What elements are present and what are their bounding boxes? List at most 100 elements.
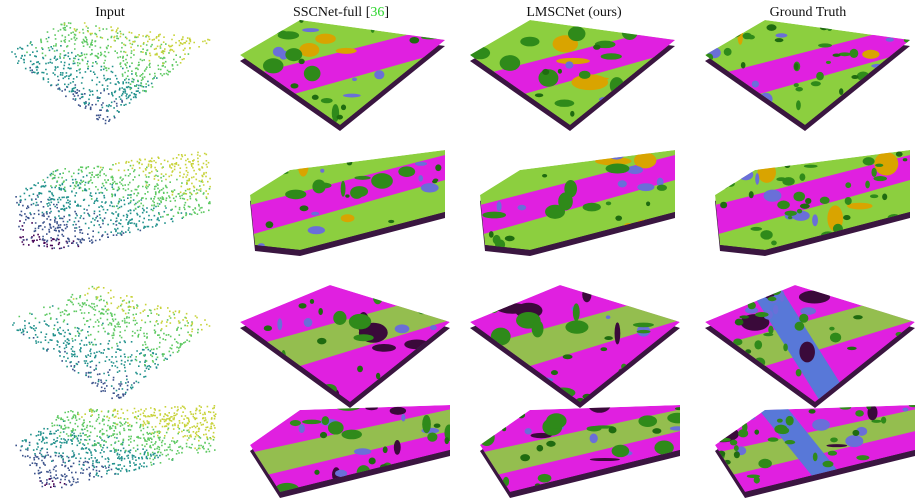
building <box>862 49 880 59</box>
vegetation <box>799 173 806 181</box>
sidewalk <box>582 287 592 303</box>
tree <box>659 113 668 120</box>
vegetation <box>892 67 902 72</box>
tree <box>542 174 548 178</box>
vegetation <box>303 65 321 82</box>
sidewalk <box>389 406 407 415</box>
point-cloud <box>18 285 199 366</box>
car <box>638 108 650 122</box>
building <box>874 152 899 176</box>
vegetation <box>782 177 795 186</box>
point-cloud <box>39 478 66 488</box>
tree <box>297 382 308 387</box>
car <box>739 416 756 421</box>
car <box>517 204 527 211</box>
tree <box>740 61 746 69</box>
tree <box>562 354 573 360</box>
panel-image <box>250 405 450 498</box>
vegetation <box>767 296 777 302</box>
car <box>481 411 496 418</box>
sidewalk <box>762 285 777 299</box>
vegetation <box>545 204 566 219</box>
column-header: Ground Truth <box>770 5 847 20</box>
vegetation <box>638 415 658 427</box>
car <box>885 37 894 42</box>
vegetation <box>705 79 717 90</box>
tree <box>309 299 315 304</box>
vegetation <box>733 445 739 452</box>
vegetation <box>444 424 450 442</box>
building <box>737 25 744 45</box>
vegetation <box>875 163 884 167</box>
tree <box>336 114 343 120</box>
car <box>779 290 785 302</box>
car <box>481 405 489 414</box>
sidewalk <box>740 314 770 331</box>
tree <box>668 221 675 226</box>
point-cloud <box>100 151 211 201</box>
vegetation <box>348 313 372 330</box>
vegetation <box>340 180 346 197</box>
vegetation <box>353 334 374 342</box>
tree <box>674 407 680 411</box>
point-cloud <box>11 36 158 118</box>
vegetation <box>727 29 741 38</box>
car <box>656 177 664 187</box>
tree <box>902 158 908 162</box>
vegetation <box>632 322 654 328</box>
tree <box>408 291 415 297</box>
vegetation <box>831 477 845 484</box>
panels <box>11 20 915 498</box>
vegetation <box>391 103 413 111</box>
point-cloud <box>77 405 217 450</box>
car <box>637 183 655 192</box>
vegetation <box>810 81 821 87</box>
tree <box>520 454 530 462</box>
car <box>475 29 490 41</box>
tree <box>432 179 438 184</box>
vegetation <box>826 23 833 32</box>
car <box>669 426 680 431</box>
tree <box>608 426 617 434</box>
car <box>374 70 385 80</box>
vegetation <box>531 319 544 338</box>
tree <box>847 346 857 351</box>
tree <box>546 440 556 447</box>
vegetation <box>579 70 591 79</box>
vegetation <box>642 89 653 105</box>
car <box>307 226 326 235</box>
vegetation <box>735 387 746 397</box>
tree <box>478 358 485 364</box>
tree <box>488 231 494 238</box>
vegetation <box>537 399 553 402</box>
building <box>314 150 351 159</box>
citation[interactable]: 36 <box>370 5 384 20</box>
tree <box>799 203 810 209</box>
vegetation <box>829 332 842 343</box>
vegetation <box>871 419 882 423</box>
scene <box>715 150 910 250</box>
vegetation <box>796 100 801 111</box>
car <box>495 412 512 418</box>
car <box>477 347 483 353</box>
vegetation <box>277 31 300 40</box>
building <box>757 162 776 183</box>
vegetation <box>422 414 431 434</box>
car <box>418 175 424 182</box>
vegetation <box>825 60 831 64</box>
car <box>435 382 449 391</box>
vegetation <box>795 368 802 377</box>
tree <box>346 159 353 166</box>
tree <box>504 235 515 242</box>
vegetation <box>636 329 651 334</box>
sidewalk <box>393 439 401 455</box>
vegetation <box>860 290 869 299</box>
tree <box>299 20 304 23</box>
car <box>298 424 305 434</box>
sidewalk <box>484 304 516 312</box>
tree <box>444 437 450 445</box>
car <box>262 288 279 294</box>
vegetation <box>427 432 438 442</box>
vegetation <box>483 412 492 418</box>
